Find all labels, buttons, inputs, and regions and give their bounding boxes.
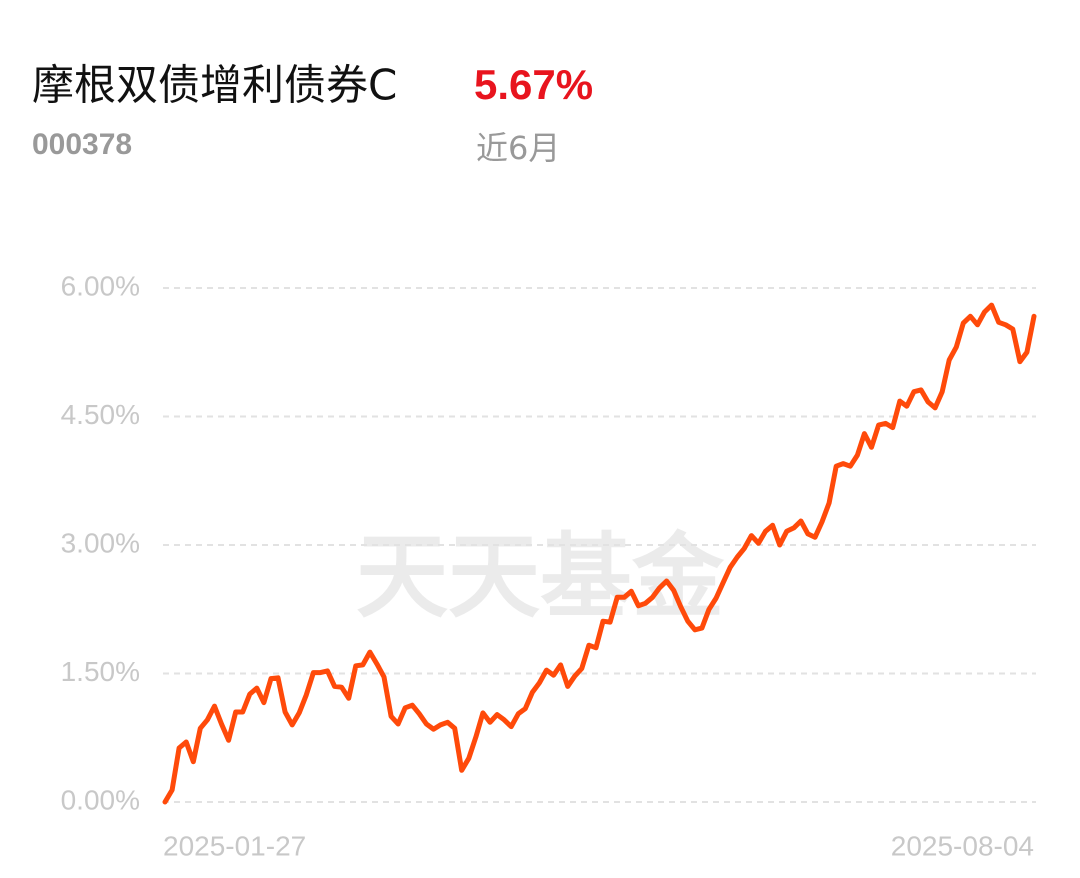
watermark: 天天基金: [356, 523, 725, 631]
fund-code: 000378: [32, 128, 132, 161]
period-label: 近6月: [476, 129, 560, 167]
return-value: 5.67%: [474, 61, 593, 108]
y-tick-label: 4.50%: [61, 399, 140, 430]
x-tick-label: 2025-01-27: [163, 830, 306, 861]
line-series: [162, 302, 1037, 805]
y-tick-label: 6.00%: [61, 270, 140, 301]
y-tick-label: 0.00%: [61, 784, 140, 815]
fund-title: 摩根双债增利债券C: [32, 61, 397, 110]
y-tick-label: 1.50%: [61, 656, 140, 687]
x-tick-label: 2025-08-04: [891, 830, 1034, 861]
y-tick-label: 3.00%: [61, 527, 140, 558]
